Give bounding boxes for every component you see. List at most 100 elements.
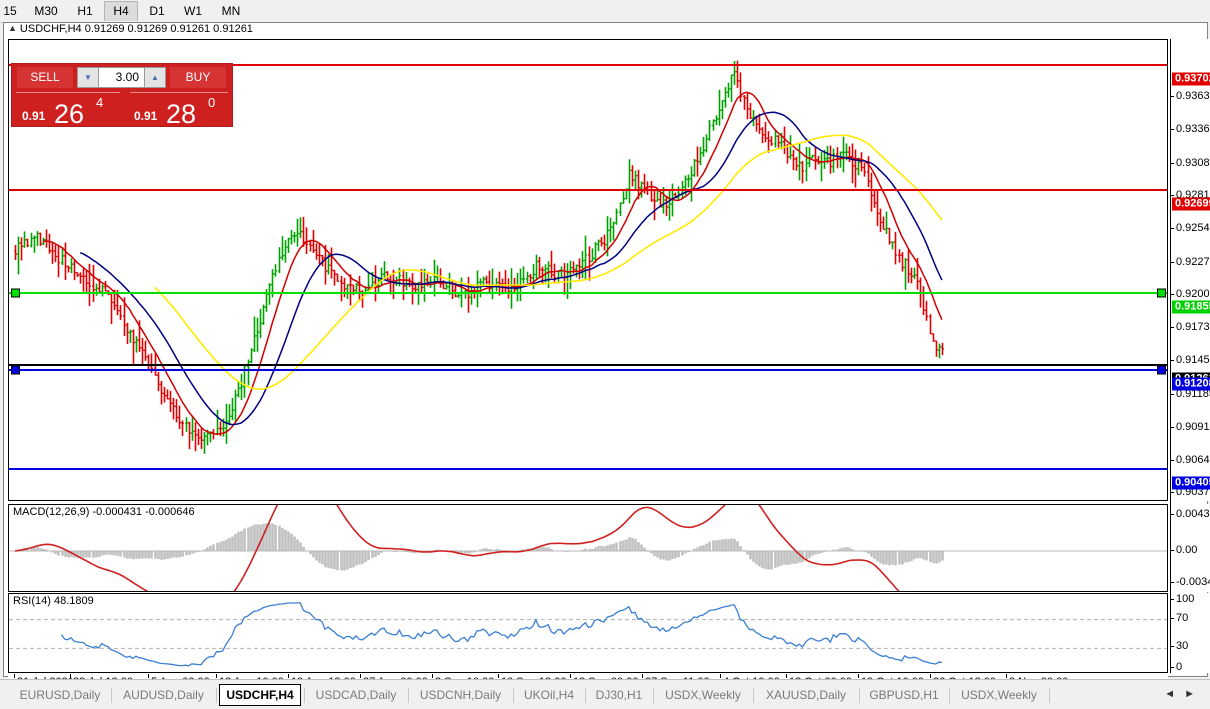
tab-usdx-weekly[interactable]: USDX,Weekly <box>961 688 1037 702</box>
timeframe-h4[interactable]: H4 <box>104 1 138 21</box>
price-level-tag[interactable]: 0.90405 <box>1172 476 1210 490</box>
tab-separator <box>949 688 950 703</box>
price-tick-mark <box>1170 360 1174 361</box>
rsi-pane[interactable]: RSI(14) 48.1809 <box>8 593 1168 673</box>
price-tick-mark <box>1170 129 1174 130</box>
horizontal-level-line[interactable] <box>9 292 1167 294</box>
time-tick-mark <box>570 674 571 678</box>
price-tick-mark <box>1170 327 1174 328</box>
price-tick-label: 0.90915 <box>1176 421 1210 433</box>
timeframe-toolbar: 15 M30 H1 H4 D1 W1 MN <box>0 0 1210 23</box>
timeframe-15[interactable]: 15 <box>3 4 17 18</box>
volume-input[interactable]: ▼ 3.00 ▲ <box>77 67 166 88</box>
scale-tick-mark <box>1170 550 1174 551</box>
tab-audusd-daily[interactable]: AUDUSD,Daily <box>123 688 204 702</box>
macd-scale: 0.00431 0.00 -0.003405 <box>1170 504 1210 592</box>
scale-tick-label: 70 <box>1176 612 1189 624</box>
scale-tick-mark <box>1170 514 1174 515</box>
price-tick-mark <box>1170 460 1174 461</box>
price-level-tag[interactable]: 0.91208 <box>1172 377 1210 391</box>
price-tick-mark <box>1170 294 1174 295</box>
timeframe-d1[interactable]: D1 <box>149 4 165 18</box>
price-scale[interactable]: 0.936300.933600.930850.928150.925450.922… <box>1170 39 1210 526</box>
timeframe-w1[interactable]: W1 <box>184 4 202 18</box>
level-drag-handle[interactable] <box>1157 365 1166 375</box>
macd-pane[interactable]: MACD(12,26,9) -0.000431 -0.000646 <box>8 504 1168 592</box>
tab-scroll-arrows[interactable]: ◄► <box>1164 688 1204 700</box>
scale-tick-mark <box>1170 618 1174 619</box>
tab-usdchf-h4[interactable]: USDCHF,H4 <box>219 684 301 706</box>
tab-separator <box>111 688 112 703</box>
volume-decrement-icon[interactable]: ▼ <box>78 68 99 87</box>
sell-button[interactable]: SELL <box>17 67 73 88</box>
timeframe-h1[interactable]: H1 <box>77 4 93 18</box>
price-level-tag[interactable]: 0.91855 <box>1172 300 1210 314</box>
buy-price-prefix: 0.91 <box>134 109 158 123</box>
level-drag-handle[interactable] <box>1157 288 1166 298</box>
tab-xauusd-daily[interactable]: XAUUSD,Daily <box>765 688 846 702</box>
tab-scroll-left-icon[interactable]: ◄ <box>1164 688 1185 700</box>
tab-usdcnh-daily[interactable]: USDCNH,Daily <box>419 688 502 702</box>
time-tick-mark <box>216 674 217 678</box>
price-level-tag[interactable]: 0.93702 <box>1172 72 1210 86</box>
price-tick-label: 0.93085 <box>1176 157 1210 169</box>
time-tick-mark <box>70 674 71 678</box>
chart-window: ▲ USDCHF,H4 0.91269 0.91269 0.91261 0.912… <box>3 22 1210 692</box>
tab-dj30-h1[interactable]: DJ30,H1 <box>595 688 643 702</box>
time-tick-mark <box>1006 674 1007 678</box>
time-tick-mark <box>786 674 787 678</box>
scale-tick-mark <box>1170 667 1174 668</box>
price-tick-mark <box>1170 394 1174 395</box>
scale-tick-label: 0.00431 <box>1176 508 1210 520</box>
scale-divider <box>1170 39 1171 673</box>
timeframe-m30[interactable]: M30 <box>34 4 58 18</box>
trade-controls-row: SELL ▼ 3.00 ▲ BUY <box>12 64 232 90</box>
chart-collapse-icon[interactable]: ▲ <box>8 23 17 33</box>
tab-scroll-right-icon[interactable]: ► <box>1184 688 1204 700</box>
sell-price-fraction: 4 <box>96 95 104 110</box>
tab-usdcad-daily[interactable]: USDCAD,Daily <box>315 688 397 702</box>
time-tick-mark <box>432 674 433 678</box>
tab-separator <box>753 688 754 703</box>
price-tick-label: 0.91185 <box>1176 388 1210 400</box>
scale-tick-label: -0.003405 <box>1176 576 1210 588</box>
tab-ukoil-h4[interactable]: UKOil,H4 <box>523 688 574 702</box>
volume-increment-icon[interactable]: ▲ <box>144 68 165 87</box>
timeframe-mn[interactable]: MN <box>221 4 241 18</box>
buy-button[interactable]: BUY <box>170 67 226 88</box>
sell-price-prefix: 0.91 <box>22 109 46 123</box>
rsi-label: RSI(14) 48.1809 <box>13 595 94 607</box>
scale-tick-label: 0 <box>1176 661 1183 673</box>
scale-tick-label: 30 <box>1176 640 1189 652</box>
price-tick-mark <box>1170 96 1174 97</box>
horizontal-level-line[interactable] <box>9 64 1167 66</box>
horizontal-level-line[interactable] <box>9 468 1167 470</box>
horizontal-level-line[interactable] <box>9 364 1167 366</box>
tab-gbpusd-h1[interactable]: GBPUSD,H1 <box>869 688 939 702</box>
buy-price-fraction: 0 <box>208 95 216 110</box>
time-tick-mark <box>858 674 859 678</box>
macd-canvas <box>9 505 1167 591</box>
buy-price-cell[interactable]: 0.91 28 0 <box>130 92 228 128</box>
horizontal-level-line[interactable] <box>9 369 1167 371</box>
chart-tab-bar: EURUSD,Daily AUDUSD,Daily USDCHF,H4 USDCAD,… <box>0 679 1210 709</box>
time-tick-mark <box>498 674 499 678</box>
rsi-scale: 100 70 30 0 <box>1170 593 1210 673</box>
level-drag-handle[interactable] <box>11 288 20 298</box>
tab-separator <box>859 688 860 703</box>
price-tick-label: 0.91455 <box>1176 354 1210 366</box>
sell-price-cell[interactable]: 0.91 26 4 <box>16 92 120 128</box>
horizontal-level-line[interactable] <box>9 189 1167 191</box>
volume-value[interactable]: 3.00 <box>115 70 139 84</box>
tab-eurusd-daily[interactable]: EURUSD,Daily <box>19 688 101 702</box>
tab-separator <box>585 688 586 703</box>
time-tick-mark <box>360 674 361 678</box>
tab-usdx-weekly[interactable]: USDX,Weekly <box>665 688 741 702</box>
level-drag-handle[interactable] <box>11 365 20 375</box>
one-click-trading-panel: SELL ▼ 3.00 ▲ BUY 0.91 26 4 0.91 28 0 <box>12 64 232 128</box>
price-level-tag[interactable]: 0.92699 <box>1172 197 1210 211</box>
